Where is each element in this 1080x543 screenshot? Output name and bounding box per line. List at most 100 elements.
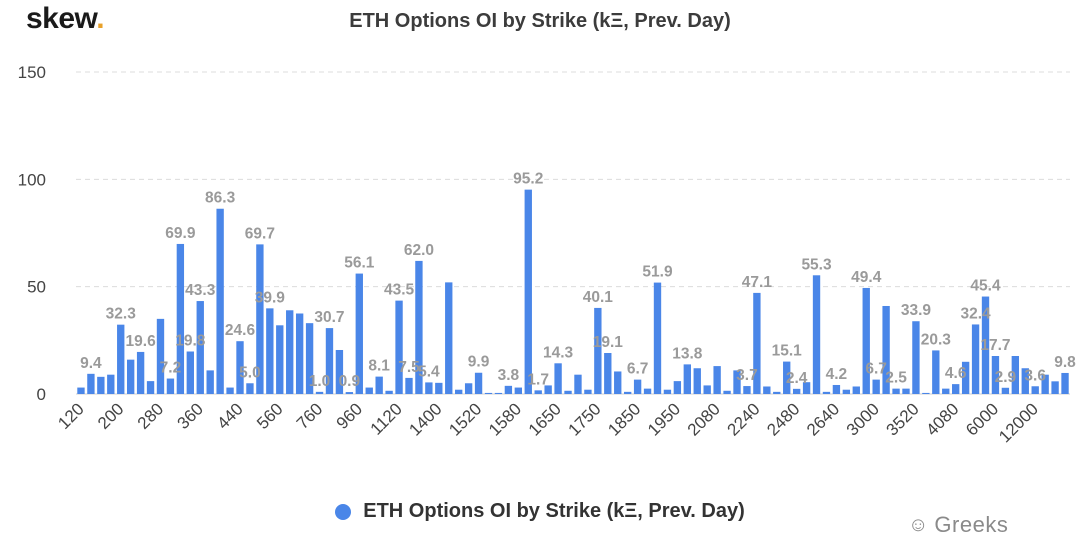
bar — [832, 384, 841, 394]
bar — [773, 391, 781, 394]
data-label: 2.9 — [995, 369, 1017, 386]
data-label: 19.6 — [126, 333, 157, 350]
bar — [534, 390, 542, 394]
data-label: 9.8 — [1054, 354, 1076, 371]
x-tick-label: 1520 — [445, 399, 485, 439]
bar — [961, 361, 970, 394]
bar — [345, 392, 354, 394]
bar — [464, 383, 473, 394]
bar — [315, 391, 324, 394]
x-tick-label: 3000 — [843, 399, 883, 439]
x-tick-label: 2480 — [763, 399, 803, 439]
bar — [87, 373, 95, 394]
y-tick-label: 150 — [18, 63, 46, 82]
bar — [126, 359, 135, 394]
bar — [723, 390, 731, 394]
bar — [355, 273, 363, 394]
data-label: 69.7 — [245, 225, 275, 242]
bar — [236, 341, 244, 394]
data-label: 86.3 — [205, 190, 236, 207]
bar — [802, 382, 811, 394]
x-tick-label: 1750 — [564, 399, 604, 439]
data-label: 33.9 — [901, 302, 932, 319]
data-label: 55.3 — [801, 256, 832, 273]
x-tick-label: 560 — [253, 399, 286, 432]
data-label: 5.0 — [239, 364, 261, 381]
data-label: 13.8 — [672, 345, 703, 362]
data-label: 56.1 — [344, 255, 375, 272]
x-tick-label: 2640 — [803, 399, 843, 439]
data-label: 43.5 — [384, 282, 415, 299]
bar — [554, 363, 562, 394]
x-tick-label: 760 — [293, 399, 326, 432]
bar — [922, 392, 930, 394]
data-label: 43.3 — [185, 282, 216, 299]
legend[interactable]: ETH Options OI by Strike (kΞ, Prev. Day) — [0, 500, 1080, 523]
data-label: 5.4 — [418, 363, 440, 380]
x-tick-label: 1850 — [604, 399, 644, 439]
x-tick-label: 1400 — [405, 399, 445, 439]
bar — [226, 387, 234, 394]
data-label: 49.4 — [851, 269, 882, 286]
x-tick-label: 120 — [54, 399, 87, 432]
bar — [981, 296, 990, 394]
bar — [912, 321, 920, 394]
bar — [842, 389, 851, 394]
bar — [952, 384, 960, 394]
bar — [266, 308, 274, 394]
bar — [902, 388, 910, 394]
bar — [822, 391, 831, 394]
bar — [653, 282, 662, 394]
data-label: 19.8 — [175, 332, 206, 349]
legend-label: ETH Options OI by Strike (kΞ, Prev. Day) — [363, 500, 745, 522]
bar — [574, 374, 582, 394]
bar — [693, 368, 701, 394]
bar — [146, 381, 155, 394]
wechat-icon: ☺ — [908, 513, 929, 536]
y-tick-label: 0 — [37, 385, 46, 404]
bar — [295, 313, 304, 394]
bar — [216, 208, 224, 394]
bar — [325, 328, 334, 394]
bar — [892, 388, 900, 394]
bar — [663, 389, 672, 394]
x-tick-label: 1120 — [367, 399, 406, 438]
bar — [623, 391, 632, 394]
x-tick-label: 12000 — [995, 399, 1042, 446]
bar — [514, 387, 523, 394]
data-label: 20.3 — [921, 331, 952, 348]
bar — [494, 392, 503, 394]
bar — [375, 376, 383, 394]
x-tick-label: 1950 — [644, 399, 684, 439]
data-label: 14.3 — [543, 344, 574, 361]
bar — [504, 385, 513, 394]
bar — [107, 374, 115, 394]
data-label: 15.1 — [772, 343, 803, 360]
data-label: 51.9 — [642, 264, 673, 281]
bar — [97, 376, 105, 394]
x-tick-label: 280 — [134, 399, 167, 432]
bar — [733, 370, 741, 394]
bar — [196, 301, 204, 394]
bar — [117, 324, 125, 394]
bar — [405, 377, 413, 394]
bar — [286, 310, 294, 394]
bar — [643, 388, 652, 394]
bar — [783, 361, 791, 394]
bar — [932, 350, 940, 394]
bar — [484, 392, 493, 394]
chart-title: ETH Options OI by Strike (kΞ, Prev. Day) — [349, 10, 731, 32]
data-label: 45.4 — [970, 278, 1001, 295]
data-label: 19.1 — [593, 334, 624, 351]
data-label: 2.5 — [885, 370, 907, 387]
data-label: 6.7 — [627, 361, 649, 378]
data-label: 32.3 — [106, 306, 137, 323]
bar — [365, 387, 373, 394]
bar — [862, 287, 870, 394]
bar — [395, 300, 403, 394]
data-label: 30.7 — [314, 309, 344, 326]
data-label: 24.6 — [225, 322, 256, 339]
bar — [1011, 356, 1020, 394]
y-tick-label: 100 — [18, 170, 46, 189]
bar — [435, 382, 443, 394]
